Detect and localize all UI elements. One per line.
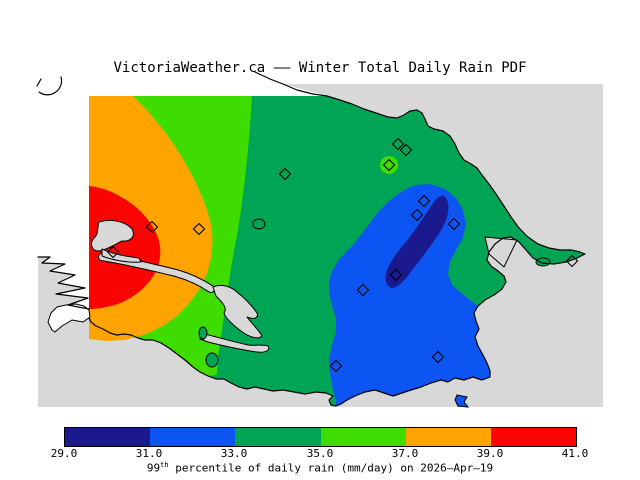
colorbar-tick-label: 29.0	[50, 447, 78, 460]
inlet-lower	[199, 332, 270, 353]
colorbar-tick-label: 31.0	[135, 447, 163, 460]
harbour-water	[91, 219, 134, 252]
colorbar-tick-label: 39.0	[476, 447, 504, 460]
bay-wedge	[484, 236, 518, 268]
colorbar-segment-37-39	[405, 428, 491, 446]
colorbar-tick-label: 37.0	[391, 447, 419, 460]
station-marker	[417, 194, 431, 208]
station-marker	[145, 220, 159, 234]
station-marker	[106, 245, 120, 259]
colorbar-tick-label: 35.0	[306, 447, 334, 460]
coast-fragment	[36, 76, 63, 96]
station-marker	[447, 217, 461, 231]
contour-red	[89, 186, 161, 309]
coastline	[88, 71, 586, 407]
station-marker	[278, 167, 292, 181]
colorbar-segment-35-37	[320, 428, 406, 446]
lake-outline	[252, 218, 266, 230]
station-marker	[391, 137, 405, 151]
islet-trial	[454, 394, 470, 408]
islet-south-b	[205, 352, 219, 368]
colorbar-caption: 99th percentile of daily rain (mm/day) o…	[0, 459, 640, 475]
colorbar-segment-33-35	[235, 428, 321, 446]
station-marker	[399, 143, 413, 157]
station-marker	[382, 158, 396, 172]
station-marker	[356, 283, 370, 297]
islet-south-a	[198, 326, 208, 340]
station-marker	[565, 254, 579, 268]
station-marker	[329, 359, 343, 373]
colorbar-segment-29-31	[65, 428, 151, 446]
contour-brightgreen-spot	[380, 156, 398, 174]
colorbar	[64, 427, 577, 447]
station-marker	[410, 208, 424, 222]
inlet-upper	[212, 284, 263, 339]
mask-boundary	[37, 256, 90, 310]
station-marker	[192, 222, 206, 236]
station-marker	[389, 268, 403, 282]
islet-northeast	[535, 257, 551, 267]
caption-superscript: th	[160, 461, 169, 469]
colorbar-segment-39-41	[490, 428, 577, 446]
map-title: VictoriaWeather.ca —— Winter Total Daily…	[113, 60, 527, 76]
colorbar-tick-label: 33.0	[220, 447, 248, 460]
colorbar-segment-31-33	[150, 428, 236, 446]
caption-number: 99	[146, 461, 161, 475]
station-markers	[106, 137, 579, 373]
contour-navy	[385, 195, 449, 288]
contour-blue	[328, 184, 490, 406]
station-marker	[431, 350, 445, 364]
colorbar-tick-label: 41.0	[561, 447, 589, 460]
harbour-arm	[101, 248, 142, 263]
caption-text: percentile of daily rain (mm/day) on 202…	[168, 461, 494, 475]
